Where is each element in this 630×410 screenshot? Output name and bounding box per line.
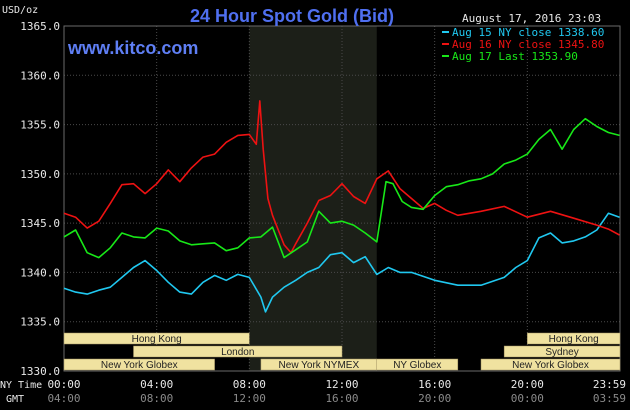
session-bar bbox=[376, 358, 459, 371]
session-label: New York Globex bbox=[101, 360, 178, 371]
y-tick-label: 1330.0 bbox=[20, 365, 60, 378]
y-tick-label: 1340.0 bbox=[20, 266, 60, 279]
session-label: New York Globex bbox=[512, 360, 589, 371]
session-bar bbox=[503, 345, 621, 358]
x-tick-label-ny: 00:00 bbox=[47, 378, 80, 391]
x-tick-label-ny: 23:59 bbox=[593, 378, 626, 391]
ny-time-label: NY Time bbox=[0, 380, 42, 391]
session-label: New York NYMEX bbox=[279, 360, 360, 371]
gmt-label: GMT bbox=[6, 394, 24, 405]
session-bar bbox=[63, 358, 215, 371]
session-bar bbox=[133, 345, 343, 358]
x-tick-label-gmt: 16:00 bbox=[325, 392, 358, 405]
y-tick-label: 1360.0 bbox=[20, 69, 60, 82]
x-tick-label-gmt: 12:00 bbox=[233, 392, 266, 405]
y-tick-label: 1350.0 bbox=[20, 168, 60, 181]
y-axis-label: USD/oz bbox=[2, 5, 38, 16]
y-tick-label: 1365.0 bbox=[20, 20, 60, 33]
x-tick-label-ny: 12:00 bbox=[325, 378, 358, 391]
series-line bbox=[63, 117, 620, 259]
session-label: Sydney bbox=[545, 347, 578, 358]
x-tick-label-gmt: 04:00 bbox=[47, 392, 80, 405]
legend-entry: Aug 15 NY close 1338.60 bbox=[452, 26, 604, 39]
y-tick-label: 1355.0 bbox=[20, 119, 60, 132]
session-bar bbox=[63, 332, 250, 345]
session-bar bbox=[480, 358, 621, 371]
timestamp: August 17, 2016 23:03 bbox=[462, 12, 601, 25]
series-lines bbox=[63, 100, 620, 313]
y-tick-label: 1335.0 bbox=[20, 316, 60, 329]
session-label: London bbox=[221, 347, 254, 358]
legend-entry: Aug 17 Last 1353.90 bbox=[452, 50, 578, 63]
x-tick-label-ny: 20:00 bbox=[511, 378, 544, 391]
market-sessions: Hong Kong London New York Globex New York N… bbox=[63, 332, 621, 371]
legend-entry: Aug 16 NY close 1345.80 bbox=[452, 38, 604, 51]
session-label: Hong Kong bbox=[549, 334, 599, 345]
x-tick-label-gmt: 20:00 bbox=[418, 392, 451, 405]
x-tick-label-gmt: 00:00 bbox=[511, 392, 544, 405]
session-bar bbox=[527, 332, 621, 345]
y-tick-label: 1345.0 bbox=[20, 217, 60, 230]
x-tick-label-ny: 16:00 bbox=[418, 378, 451, 391]
x-tick-label-gmt: 08:00 bbox=[140, 392, 173, 405]
plot-frame bbox=[63, 25, 621, 372]
series-line bbox=[63, 212, 620, 313]
x-tick-label-gmt: 03:59 bbox=[593, 392, 626, 405]
y-axis-ticks: 1365.0 1360.0 1355.0 1350.0 1345.0 1340.0 1335… bbox=[20, 20, 60, 378]
chart-title: 24 Hour Spot Gold (Bid) bbox=[190, 6, 394, 26]
session-label: NY Globex bbox=[393, 360, 441, 371]
kitco-brand-link[interactable]: www.kitco.com bbox=[67, 38, 198, 58]
x-axis-ticks: 00:00 04:00 08:00 12:00 16:00 20:00 23:5904:00… bbox=[47, 378, 626, 405]
x-tick-label-ny: 08:00 bbox=[233, 378, 266, 391]
session-label: Hong Kong bbox=[132, 334, 182, 345]
x-tick-label-ny: 04:00 bbox=[140, 378, 173, 391]
